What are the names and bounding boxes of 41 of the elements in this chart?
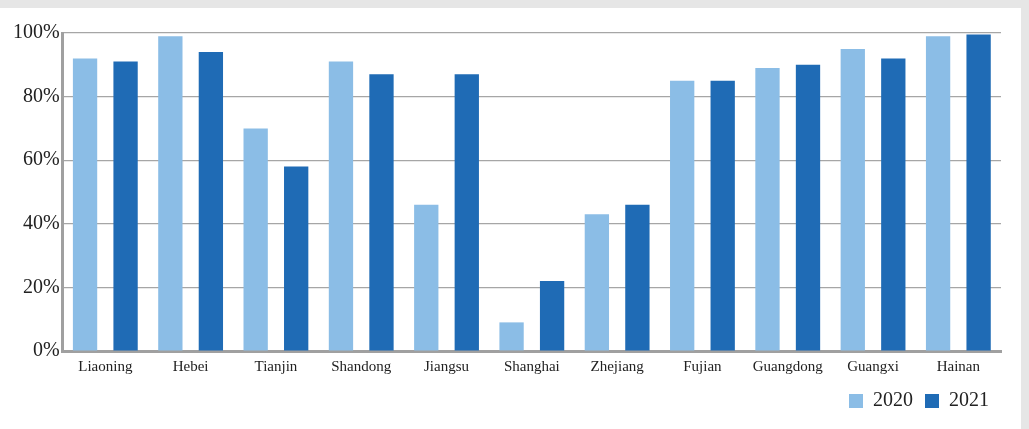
legend-label: 2021 (949, 388, 989, 411)
bar (966, 34, 991, 351)
bar (113, 61, 138, 351)
bar (369, 74, 394, 351)
x-tick-label: Liaoning (78, 357, 133, 374)
x-tick-label: Zhejiang (590, 357, 645, 374)
bar (584, 214, 610, 351)
bar (328, 61, 354, 351)
bar (840, 48, 865, 351)
y-tick-label: 60% (22, 147, 60, 170)
bar (414, 204, 439, 351)
bar (670, 80, 695, 351)
y-tick-label: 40% (22, 211, 60, 234)
bar (795, 64, 821, 351)
x-tick-label: Hainan (936, 357, 981, 374)
y-tick-label: 0% (32, 338, 60, 361)
bar (284, 166, 309, 351)
y-tick-label: 100% (12, 20, 60, 43)
bar (755, 67, 780, 351)
bar (72, 58, 98, 351)
bar (881, 58, 906, 351)
y-tick-label: 80% (22, 83, 60, 106)
x-tick-label: Hebei (172, 357, 209, 374)
x-tick-label: Guangxi (847, 357, 899, 374)
x-tick-label: Guangdong (752, 357, 824, 374)
x-tick-label: Jiangsu (424, 357, 470, 374)
y-tick-label: 20% (22, 274, 60, 297)
x-tick-label: Shandong (331, 357, 392, 374)
bar (925, 36, 951, 351)
bar (499, 322, 524, 351)
legend-label: 2020 (873, 388, 913, 411)
bar (625, 204, 650, 351)
bar (710, 80, 735, 351)
x-tick-label: Shanghai (503, 357, 560, 374)
bar (198, 52, 224, 351)
x-tick-label: Tianjin (254, 357, 298, 374)
x-tick-label: Fujian (683, 357, 723, 374)
bar (243, 128, 268, 351)
bar (539, 281, 565, 351)
bar (454, 74, 479, 351)
bar (158, 36, 183, 351)
